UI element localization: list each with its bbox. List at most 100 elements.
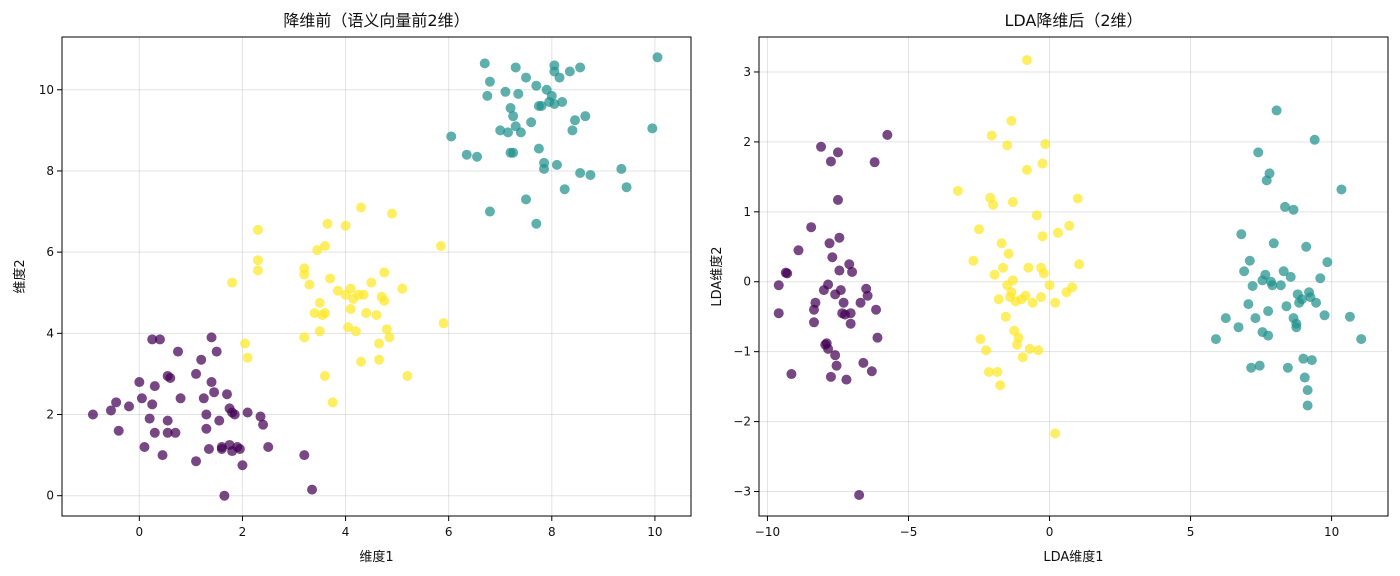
y-tick-label: 2 [46,408,54,422]
data-point-class-1 [1072,193,1083,204]
data-point-class-2 [1247,280,1258,291]
data-point-class-1 [988,199,999,210]
data-point-class-2 [564,66,575,77]
y-tick-label: 1 [743,205,751,219]
data-point-class-0 [216,441,227,452]
data-point-class-0 [255,411,266,422]
chart-title: 降维前（语义向量前2维） [283,11,469,30]
data-point-class-2 [521,194,532,205]
data-point-class-2 [1282,362,1293,373]
data-point-class-2 [1239,266,1250,277]
data-point-class-1 [312,245,323,256]
data-point-class-2 [484,206,495,217]
data-point-class-0 [830,350,841,361]
data-point-class-1 [332,285,343,296]
data-point-class-0 [165,372,176,383]
data-point-class-1 [319,370,330,381]
data-point-class-1 [366,277,377,288]
data-point-class-2 [508,111,519,122]
data-point-class-2 [1243,299,1254,310]
axes-frame [61,36,692,517]
x-tick-label: −10 [755,525,780,539]
data-point-class-1 [1044,280,1055,291]
data-point-class-2 [508,147,519,158]
data-point-class-2 [1291,322,1302,333]
data-point-class-0 [854,490,865,501]
data-point-class-1 [1031,210,1042,221]
data-point-class-1 [242,352,253,363]
data-point-class-2 [495,125,506,136]
data-point-class-2 [557,96,568,107]
data-point-class-1 [358,289,369,300]
data-point-class-1 [1017,352,1028,363]
data-point-class-2 [1296,294,1307,305]
data-point-class-0 [162,415,173,426]
data-point-class-1 [983,366,994,377]
data-point-class-1 [356,202,367,213]
data-point-class-2 [551,159,562,170]
data-point-class-1 [240,338,251,349]
data-point-class-1 [1037,158,1048,169]
data-point-class-1 [314,326,325,337]
data-point-class-1 [989,269,1000,280]
data-point-class-0 [773,280,784,291]
data-point-class-0 [847,266,858,277]
data-point-class-1 [986,130,997,141]
data-point-class-1 [952,185,963,196]
y-tick-label: 8 [46,164,54,178]
data-point-class-2 [461,149,472,160]
data-point-class-1 [1006,115,1017,126]
y-tick-label: 2 [743,135,751,149]
data-point-class-1 [350,326,361,337]
data-point-class-1 [1064,220,1075,231]
data-point-class-1 [1021,55,1032,66]
data-point-class-1 [1020,290,1031,301]
data-point-class-1 [1040,138,1051,149]
y-axis-label: 维度2 [12,259,28,293]
data-point-class-2 [1301,241,1312,252]
data-point-class-2 [531,80,542,91]
data-point-class-0 [234,444,245,455]
data-point-class-2 [531,218,542,229]
data-point-class-2 [559,184,570,195]
data-point-class-0 [154,334,165,345]
data-point-class-0 [221,389,232,400]
data-point-class-0 [206,332,217,343]
data-point-class-0 [823,279,834,290]
data-point-class-0 [157,450,168,461]
data-point-class-0 [773,308,784,319]
data-point-class-1 [1021,164,1032,175]
data-point-class-2 [546,90,557,101]
data-point-class-0 [786,369,797,380]
data-point-class-0 [211,346,222,357]
data-point-class-1 [975,334,986,345]
x-axis-label: LDA维度1 [1043,549,1103,565]
data-point-class-2 [1220,313,1231,324]
y-tick-label: 4 [46,326,54,340]
data-point-class-0 [219,490,230,501]
data-point-class-1 [327,397,338,408]
data-point-class-2 [1210,334,1221,345]
x-tick-label: −5 [900,525,918,539]
data-point-class-2 [647,123,658,134]
data-point-class-1 [1000,311,1011,322]
data-point-class-1 [381,324,392,335]
grid [759,37,1388,516]
data-point-class-1 [1038,268,1049,279]
data-point-class-0 [838,297,849,308]
y-tick-label: 10 [39,83,54,97]
data-point-class-0 [827,252,838,263]
data-point-class-1 [1036,292,1047,303]
data-point-class-0 [136,393,147,404]
x-tick-label: 5 [1187,525,1195,539]
data-point-class-1 [252,224,263,235]
data-point-class-1 [1050,428,1061,439]
data-point-class-0 [882,129,893,140]
data-point-class-0 [834,232,845,243]
data-point-class-2 [1298,353,1309,364]
data-point-class-0 [806,222,817,233]
data-point-class-1 [993,294,1004,305]
